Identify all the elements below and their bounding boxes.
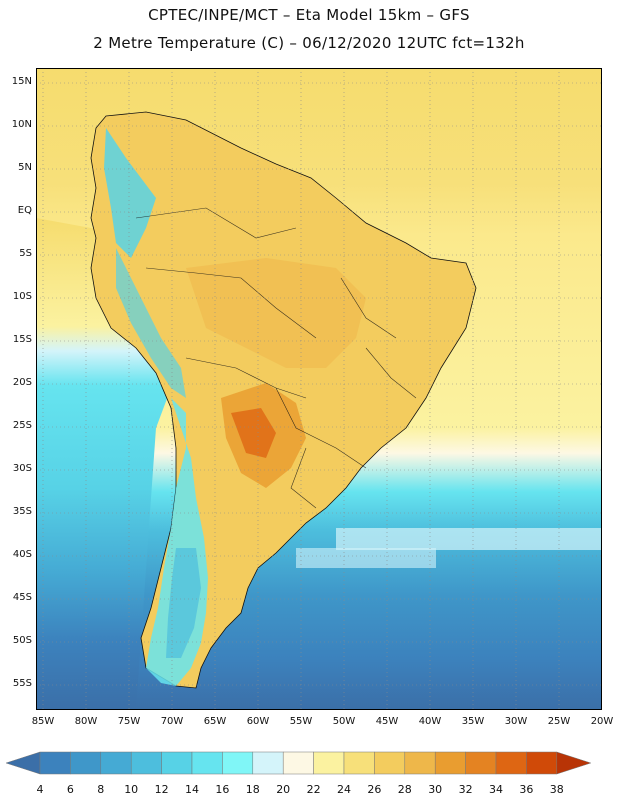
latitude-label: 40S (12, 549, 32, 560)
colorbar-swatch (70, 751, 102, 775)
colorbar-label: 38 (549, 783, 564, 796)
latitude-label: 45S (12, 592, 32, 603)
colorbar-label: 14 (185, 783, 199, 796)
longitude-label: 30W (504, 716, 528, 727)
latitude-label: 50S (12, 635, 32, 646)
colorbar-label: 26 (367, 783, 382, 796)
latitude-label: 5N (18, 162, 32, 173)
colorbar-label: 8 (97, 783, 105, 796)
chart-subtitle: 2 Metre Temperature (C) – 06/12/2020 12U… (93, 34, 525, 52)
latitude-label: 15S (12, 334, 32, 345)
latitude-label: 5S (19, 248, 32, 259)
longitude-label: 60W (246, 716, 270, 727)
color-scale (5, 751, 592, 775)
latitude-label: 10N (11, 119, 32, 130)
colorbar-swatch (130, 751, 162, 775)
longitude-label: 20W (590, 716, 614, 727)
colorbar-label: 6 (66, 783, 74, 796)
colorbar-swatch (495, 751, 527, 775)
longitude-label: 70W (160, 716, 184, 727)
longitude-label: 50W (332, 716, 356, 727)
colorbar-swatch (374, 751, 406, 775)
longitude-label: 80W (74, 716, 98, 727)
longitude-label: 35W (461, 716, 485, 727)
temperature-map (36, 68, 602, 710)
colorbar-min-arrow (5, 751, 41, 775)
colorbar-swatch (434, 751, 466, 775)
colorbar-swatch (191, 751, 223, 775)
colorbar-swatch (100, 751, 132, 775)
colorbar-swatch (282, 751, 314, 775)
longitude-label: 45W (375, 716, 399, 727)
colorbar-swatch (161, 751, 193, 775)
colorbar-swatch (252, 751, 284, 775)
colorbar-swatch (526, 751, 558, 775)
colorbar-label: 22 (306, 783, 321, 796)
longitude-label: 25W (547, 716, 571, 727)
latitude-label: 35S (12, 506, 32, 517)
colorbar-label: 10 (124, 783, 139, 796)
longitude-label: 55W (289, 716, 313, 727)
longitude-label: 75W (117, 716, 141, 727)
colorbar-label: 12 (154, 783, 169, 796)
latitude-label: 25S (12, 420, 32, 431)
colorbar-label: 30 (428, 783, 443, 796)
longitude-label: 85W (31, 716, 55, 727)
colorbar-label: 4 (36, 783, 44, 796)
chart-title: CPTEC/INPE/MCT – Eta Model 15km – GFS (148, 6, 470, 24)
colorbar-label: 32 (458, 783, 473, 796)
colorbar-swatch (313, 751, 345, 775)
colorbar-label: 16 (215, 783, 230, 796)
colorbar-label: 20 (276, 783, 291, 796)
latitude-label: 10S (12, 291, 32, 302)
colorbar-max-arrow (556, 751, 592, 775)
latitude-label: 15N (11, 76, 32, 87)
longitude-label: 65W (203, 716, 227, 727)
longitude-label: 40W (418, 716, 442, 727)
colorbar-swatch (39, 751, 71, 775)
colorbar-label: 36 (519, 783, 534, 796)
colorbar-label: 18 (245, 783, 260, 796)
latitude-label: 30S (12, 463, 32, 474)
latitude-label: 20S (12, 377, 32, 388)
latitude-label: 55S (12, 678, 32, 689)
latitude-label: EQ (17, 205, 32, 216)
colorbar-swatch (404, 751, 436, 775)
colorbar-swatch (343, 751, 375, 775)
colorbar-label: 28 (397, 783, 412, 796)
colorbar-label: 24 (337, 783, 351, 796)
colorbar-swatch (465, 751, 497, 775)
colorbar-label: 34 (489, 783, 503, 796)
colorbar-swatch (222, 751, 254, 775)
